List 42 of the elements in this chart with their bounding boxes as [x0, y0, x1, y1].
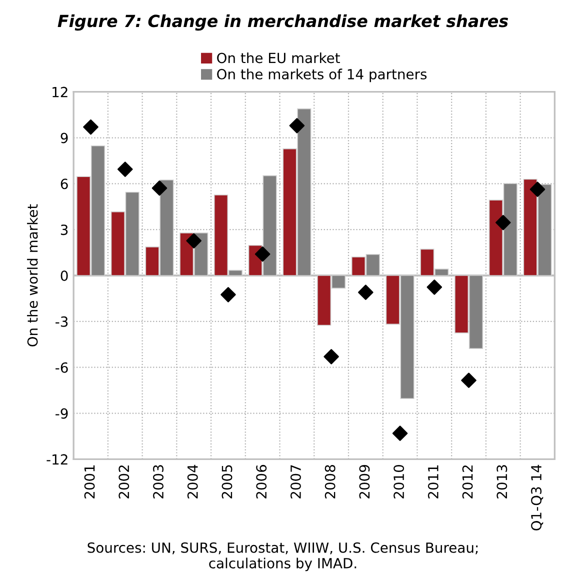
x-tick-label: 2001 — [84, 465, 95, 498]
point — [83, 119, 98, 135]
x-tick-label: 2006 — [256, 464, 267, 498]
legend-label: On the EU market — [217, 52, 340, 64]
y-tick-label: 3 — [60, 224, 68, 236]
point — [289, 118, 305, 134]
y-tick-label: -9 — [56, 408, 68, 419]
y-tick-label: -6 — [56, 362, 68, 373]
x-tick-label: 2002 — [118, 465, 130, 498]
point — [254, 246, 270, 262]
point — [358, 284, 374, 300]
x-tick-label: 2010 — [394, 464, 404, 498]
point — [117, 162, 133, 177]
y-tick-label: 0 — [60, 270, 68, 281]
point — [324, 349, 339, 364]
x-tick-label: 2004 — [187, 464, 198, 498]
source-note: Sources: UN, SURS, Eurostat, WIIW, U.S. Census Bureau; calculations by IMAD. — [88, 542, 478, 572]
point — [530, 182, 546, 197]
x-tick-label: 2008 — [324, 465, 336, 498]
x-tick-label: Q1-Q3 14 — [531, 464, 544, 530]
point — [392, 426, 408, 441]
point — [186, 233, 202, 248]
y-tick-label: 12 — [52, 86, 68, 98]
x-tick-label: 2011 — [428, 465, 438, 498]
x-tick-label: 2003 — [153, 465, 164, 498]
y-tick-label: 6 — [60, 178, 68, 190]
point — [495, 214, 511, 230]
x-tick-label: 2005 — [222, 465, 232, 498]
chart-title: Figure 7: Change in merchandise market shares — [58, 14, 508, 31]
y-tick-label: 9 — [60, 132, 68, 144]
point — [152, 180, 168, 196]
point — [426, 280, 442, 295]
x-tick-label: 2009 — [359, 465, 370, 498]
x-tick-label: 2012 — [462, 465, 473, 498]
legend-label: On the markets of 14 partners — [217, 68, 427, 82]
y-tick-label: -3 — [56, 316, 68, 327]
point — [461, 372, 476, 388]
y-tick-label: -12 — [46, 454, 68, 464]
x-tick-label: 2013 — [496, 465, 508, 498]
x-tick-label: 2007 — [290, 465, 301, 498]
y-axis-title: On the world market — [27, 204, 38, 346]
point — [220, 287, 236, 302]
